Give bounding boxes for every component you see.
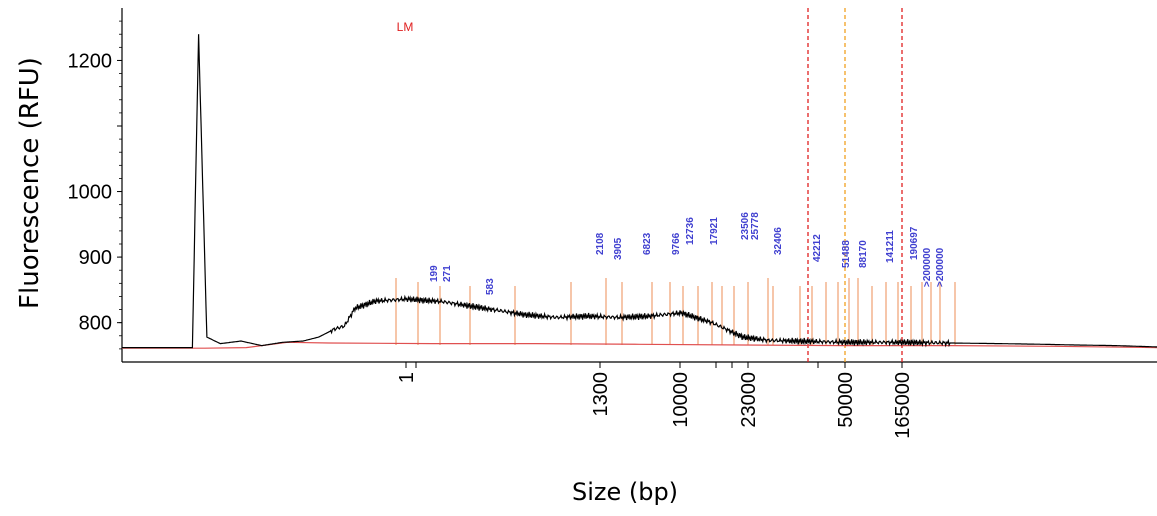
- x-tick-label: 1: [396, 372, 418, 383]
- peak-label: 12736: [685, 217, 696, 245]
- peak-label: 25778: [750, 212, 761, 240]
- peak-labels: 199 271 583 2108 3905 6823 9766 12736 17921 23506…: [429, 212, 946, 295]
- peak-label: 3905: [613, 237, 624, 260]
- peak-label: 271: [442, 265, 453, 282]
- y-tick-label: 1200: [68, 50, 113, 72]
- x-tick-label: 23000: [738, 372, 760, 428]
- x-tick-label: 50000: [835, 372, 857, 428]
- peak-label: 583: [485, 278, 496, 295]
- peak-label: 141211: [885, 230, 896, 263]
- peak-label: >200000: [922, 247, 933, 287]
- y-axis-title: Fluorescence (RFU): [15, 57, 45, 309]
- trace-series: [122, 34, 1157, 349]
- y-tick-label: 1000: [68, 182, 113, 204]
- baseline-series: [122, 341, 1157, 349]
- peak-label: 23506: [740, 212, 751, 240]
- peak-label: 199: [429, 265, 440, 282]
- peak-markers: [395, 278, 956, 345]
- peak-label: 6823: [642, 232, 653, 255]
- lm-label: LM: [397, 20, 414, 34]
- peak-label: 88170: [858, 240, 869, 268]
- peak-label: 9766: [671, 232, 682, 255]
- peak-label: >200000: [935, 247, 946, 287]
- y-tick-label: 800: [79, 313, 112, 335]
- peak-label: 42212: [812, 234, 823, 262]
- x-tick-label: 10000: [670, 372, 692, 428]
- x-tick-label: 165000: [892, 372, 914, 439]
- x-ticks: 1 1300 10000 23000 50000 165000: [396, 362, 914, 439]
- y-tick-label: 900: [79, 247, 112, 269]
- x-tick-label: 1300: [590, 372, 612, 417]
- peak-label: 51488: [841, 240, 852, 268]
- y-ticks: 800 900 1000 1200: [68, 20, 122, 350]
- peak-label: 2108: [595, 232, 606, 255]
- peak-label: 32406: [773, 227, 784, 255]
- peak-label: 17921: [709, 217, 720, 245]
- x-axis-title: Size (bp): [572, 478, 678, 506]
- peak-label: 190697: [909, 226, 920, 260]
